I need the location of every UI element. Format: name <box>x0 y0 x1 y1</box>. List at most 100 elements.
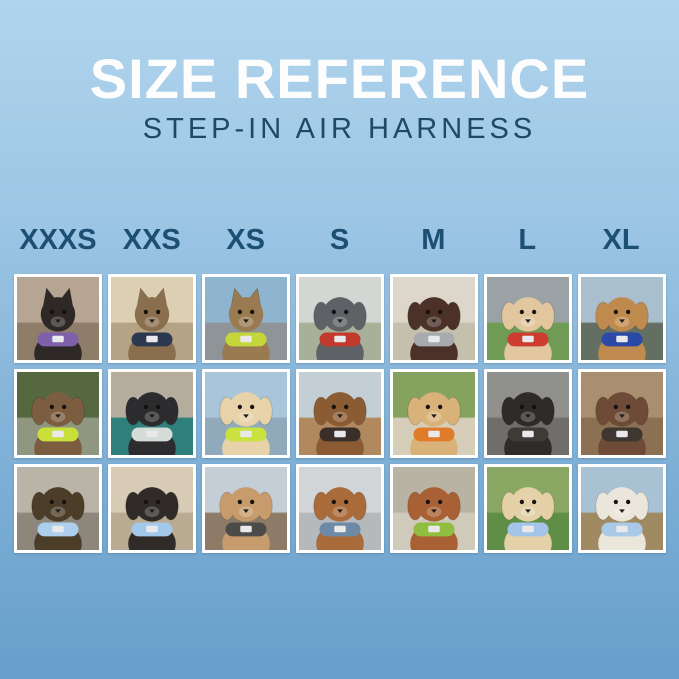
photo-cell-xxs-row3 <box>107 463 196 553</box>
pet-eye <box>613 499 618 504</box>
dog-photo-placeholder <box>406 486 461 550</box>
harness-tag <box>239 335 252 343</box>
pet-head <box>604 296 639 332</box>
photo-cell-m-row3 <box>389 463 478 553</box>
harness-tag <box>51 335 64 343</box>
pet-nose <box>242 414 249 418</box>
size-header-xxxs: XXXS <box>19 223 97 256</box>
pet-nose <box>618 414 625 418</box>
cat-photo-placeholder <box>221 286 270 360</box>
dog-photo-placeholder <box>500 391 555 455</box>
pet-eye <box>155 404 160 409</box>
pet-eye <box>343 404 348 409</box>
pet-eye <box>519 404 524 409</box>
pet-eye <box>531 309 536 314</box>
pet-nose <box>148 509 155 513</box>
photo-cell-xxs-row2 <box>107 368 196 458</box>
pet-eye <box>155 499 160 504</box>
pet-nose <box>148 414 155 418</box>
pet-eye <box>625 499 630 504</box>
harness-tag <box>521 430 534 438</box>
photo-cell-xxs-row1 <box>107 273 196 363</box>
photo-cell-s-row3 <box>295 463 384 553</box>
pet-eye <box>531 404 536 409</box>
dog-photo-placeholder <box>30 486 85 550</box>
pet-head <box>134 391 169 427</box>
pet-eye <box>425 404 430 409</box>
photo-cell-s-row2 <box>295 368 384 458</box>
pet-head <box>228 296 263 332</box>
pet-eye <box>519 309 524 314</box>
dog-photo-placeholder <box>218 391 273 455</box>
photo-cell-xl-row1 <box>577 273 666 363</box>
page-title: SIZE REFERENCE <box>89 47 590 110</box>
dog-photo-placeholder <box>594 296 649 360</box>
dog-photo-placeholder <box>124 391 179 455</box>
pet-eye <box>237 404 242 409</box>
pet-head <box>604 391 639 427</box>
harness-tag <box>145 525 158 533</box>
photo-cell-xs-row2 <box>201 368 290 458</box>
pet-head <box>510 391 545 427</box>
photo-cell-s-row1 <box>295 273 384 363</box>
photo-cell-xl-row3 <box>577 463 666 553</box>
pet-eye <box>437 499 442 504</box>
pet-eye <box>437 309 442 314</box>
harness-tag <box>521 525 534 533</box>
dog-photo-placeholder <box>312 486 367 550</box>
pet-eye <box>343 499 348 504</box>
size-header-m: M <box>421 223 446 256</box>
dog-photo-placeholder <box>594 486 649 550</box>
dog-photo-placeholder <box>594 391 649 455</box>
pet-nose <box>430 509 437 513</box>
photo-cell-xs-row1 <box>201 273 290 363</box>
pet-head <box>40 391 75 427</box>
dog-photo-placeholder <box>30 391 85 455</box>
pet-head <box>604 486 639 522</box>
photo-cell-l-row2 <box>483 368 572 458</box>
harness-tag <box>615 525 628 533</box>
size-header-s: S <box>329 223 350 256</box>
size-header-xxs: XXS <box>122 223 181 256</box>
pet-eye <box>49 309 54 314</box>
pet-eye <box>61 404 66 409</box>
harness-tag <box>51 525 64 533</box>
pet-eye <box>613 309 618 314</box>
pet-eye <box>143 404 148 409</box>
pet-head <box>134 296 169 332</box>
pet-head <box>416 296 451 332</box>
pet-eye <box>237 499 242 504</box>
pet-eye <box>249 499 254 504</box>
pet-nose <box>336 509 343 513</box>
photo-cell-m-row2 <box>389 368 478 458</box>
dog-photo-placeholder <box>312 391 367 455</box>
pet-nose <box>54 414 61 418</box>
pet-eye <box>155 309 160 314</box>
pet-nose <box>524 509 531 513</box>
dog-photo-placeholder <box>406 391 461 455</box>
page-subtitle: STEP-IN AIR HARNESS <box>142 112 537 145</box>
pet-head <box>416 486 451 522</box>
pet-eye <box>425 499 430 504</box>
pet-eye <box>625 404 630 409</box>
photo-cell-m-row1 <box>389 273 478 363</box>
photo-cell-xl-row2 <box>577 368 666 458</box>
pet-nose <box>430 414 437 418</box>
pet-eye <box>49 499 54 504</box>
harness-tag <box>427 430 440 438</box>
harness-tag <box>615 335 628 343</box>
harness-tag <box>333 335 346 343</box>
dog-photo-placeholder <box>218 486 273 550</box>
size-header-row: XXXS XXS XS S M L XL <box>14 224 666 257</box>
pet-eye <box>61 309 66 314</box>
photo-cell-xs-row3 <box>201 463 290 553</box>
pet-eye <box>625 309 630 314</box>
harness-tag <box>333 525 346 533</box>
pet-nose <box>430 319 437 323</box>
harness-tag <box>427 335 440 343</box>
dog-photo-placeholder <box>500 486 555 550</box>
harness-tag <box>239 430 252 438</box>
pet-eye <box>343 309 348 314</box>
pet-head <box>322 486 357 522</box>
